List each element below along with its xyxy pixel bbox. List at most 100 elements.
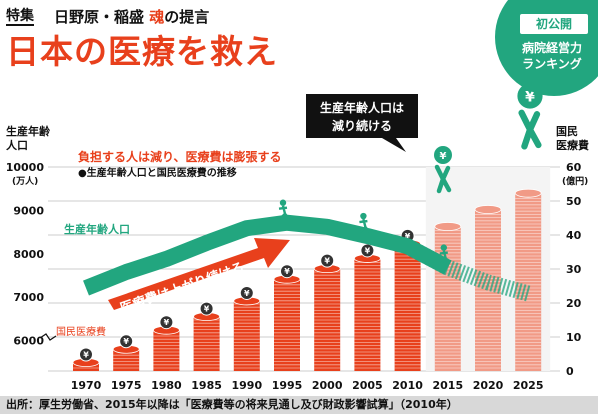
coin-stack-bar: ¥ bbox=[353, 243, 381, 371]
callout-pointer bbox=[382, 138, 406, 152]
worker-figure-icon bbox=[359, 218, 371, 233]
coin-stack-bar: ¥ bbox=[273, 264, 301, 371]
callout-line-1: 生産年齢人口は bbox=[320, 100, 404, 115]
right-axis-tick: 30 bbox=[566, 263, 582, 276]
right-axis-label-line-1: 国民 bbox=[556, 125, 578, 138]
yen-symbol: ¥ bbox=[324, 257, 330, 266]
yen-symbol: ¥ bbox=[83, 351, 89, 360]
coin-stack-body bbox=[113, 349, 140, 371]
left-axis-tick: 8000 bbox=[13, 248, 44, 261]
coin-stack-body bbox=[193, 316, 220, 371]
right-axis-tick: 50 bbox=[566, 195, 582, 208]
coin-top bbox=[514, 188, 542, 198]
right-axis-label-line-2: 医療費 bbox=[556, 138, 589, 152]
population-line-projection bbox=[403, 239, 531, 302]
left-axis-tick: 6000 bbox=[13, 335, 44, 348]
coin-stack-body bbox=[515, 193, 542, 371]
right-axis-tick: 0 bbox=[566, 365, 574, 378]
rising-cost-arrow bbox=[108, 238, 290, 310]
x-tick-label: 2015 bbox=[432, 379, 463, 392]
medical-cost-series-label: 国民医療費 bbox=[56, 325, 106, 338]
coin-stack-bar: ¥ bbox=[152, 315, 180, 371]
worker-figure-icon bbox=[279, 199, 287, 206]
left-axis-unit: (万人) bbox=[12, 175, 38, 187]
coin-stack-bar: ¥ bbox=[313, 253, 341, 371]
left-axis-label-line-2: 人口 bbox=[6, 138, 28, 152]
left-axis-tick: 10000 bbox=[6, 161, 45, 174]
coin-stack-bar: ¥ bbox=[193, 301, 221, 371]
yen-symbol: ¥ bbox=[405, 232, 411, 241]
right-axis-tick: 10 bbox=[566, 331, 582, 344]
x-tick-label: 1985 bbox=[191, 379, 222, 392]
burden-yen-symbol: ¥ bbox=[525, 90, 535, 106]
coin-top bbox=[474, 205, 502, 214]
worker-figure-icon bbox=[278, 205, 290, 220]
subtitle-pre: 日野原・稲盛 bbox=[54, 8, 150, 26]
subtitle-post: の提言 bbox=[164, 8, 210, 26]
source-footer: 出所：厚生労働省、2015年以降は「医療費等の将来見通し及び財政影響試算」（20… bbox=[0, 396, 598, 414]
left-axis-tick: 9000 bbox=[13, 204, 44, 217]
burden-coin-icon bbox=[434, 146, 452, 164]
coin-stack-bar: ¥ bbox=[72, 347, 100, 371]
subtitle-highlight: 魂 bbox=[149, 8, 165, 26]
worker-figure-icon bbox=[360, 212, 367, 220]
worker-figure-icon bbox=[440, 244, 447, 251]
coin-stack-bar bbox=[514, 188, 542, 371]
coin-stack-body bbox=[153, 330, 180, 371]
chart-subtitle: ●生産年齢人口と国民医療費の推移 bbox=[78, 166, 237, 179]
right-axis-tick: 20 bbox=[566, 297, 582, 310]
burdened-person-icon bbox=[434, 164, 452, 194]
x-tick-label: 2005 bbox=[352, 379, 383, 392]
axis-break-mark bbox=[39, 333, 57, 341]
x-tick-label: 1970 bbox=[71, 379, 102, 392]
yen-coin bbox=[79, 347, 93, 362]
burden-yen-symbol: ¥ bbox=[440, 151, 447, 162]
x-tick-label: 1980 bbox=[151, 379, 182, 392]
yen-coin bbox=[320, 253, 335, 268]
burdened-person-icon bbox=[518, 109, 542, 150]
yen-symbol: ¥ bbox=[204, 305, 210, 314]
coin-stack-body bbox=[434, 226, 461, 371]
yen-coin bbox=[199, 301, 214, 316]
x-tick-label: 1990 bbox=[231, 379, 262, 392]
left-axis-tick: 7000 bbox=[13, 291, 44, 304]
left-axis-label-line-1: 生産年齢 bbox=[6, 124, 51, 138]
coin-top bbox=[434, 222, 462, 231]
x-tick-label: 1995 bbox=[272, 379, 303, 392]
yen-symbol: ¥ bbox=[365, 246, 371, 255]
badge-line-2: ランキング bbox=[522, 57, 582, 71]
right-axis-tick: 60 bbox=[566, 161, 582, 174]
yen-symbol: ¥ bbox=[164, 318, 170, 327]
yen-symbol: ¥ bbox=[284, 267, 290, 276]
worker-figure-icon bbox=[439, 250, 451, 265]
chart-title: 負担する人は減り、医療費は膨張する bbox=[78, 149, 282, 164]
coin-stack-bar: ¥ bbox=[112, 334, 140, 371]
x-tick-label: 2000 bbox=[312, 379, 343, 392]
x-tick-label: 1975 bbox=[111, 379, 142, 392]
feature-subtitle: 日野原・稲盛 魂の提言 bbox=[54, 8, 209, 26]
population-series-label: 生産年齢人口 bbox=[64, 222, 130, 236]
yen-coin bbox=[239, 285, 254, 300]
source-text: 出所：厚生労働省、2015年以降は「医療費等の将来見通し及び財政影響試算」（20… bbox=[6, 398, 458, 411]
x-tick-label: 2025 bbox=[513, 379, 544, 392]
coin-stack-bar: ¥ bbox=[394, 228, 422, 371]
feature-tag: 特集 bbox=[6, 8, 34, 26]
yen-coin bbox=[280, 264, 294, 279]
coin-stack-body bbox=[274, 279, 300, 371]
yen-symbol: ¥ bbox=[123, 337, 129, 346]
yen-coin bbox=[119, 334, 134, 349]
callout-box bbox=[306, 94, 418, 138]
x-tick-label: 2010 bbox=[392, 379, 423, 392]
yen-coin bbox=[159, 315, 174, 330]
callout-line-2: 減り続ける bbox=[332, 118, 392, 133]
right-axis-tick: 40 bbox=[566, 229, 582, 242]
yen-symbol: ¥ bbox=[244, 289, 250, 298]
x-tick-label: 2020 bbox=[473, 379, 504, 392]
population-line bbox=[83, 214, 452, 296]
main-title: 日本の医療を救え bbox=[6, 32, 278, 71]
coin-stack-bar bbox=[434, 222, 462, 371]
badge-tag: 初公開 bbox=[520, 14, 588, 34]
right-axis-unit: (億円) bbox=[562, 175, 588, 187]
